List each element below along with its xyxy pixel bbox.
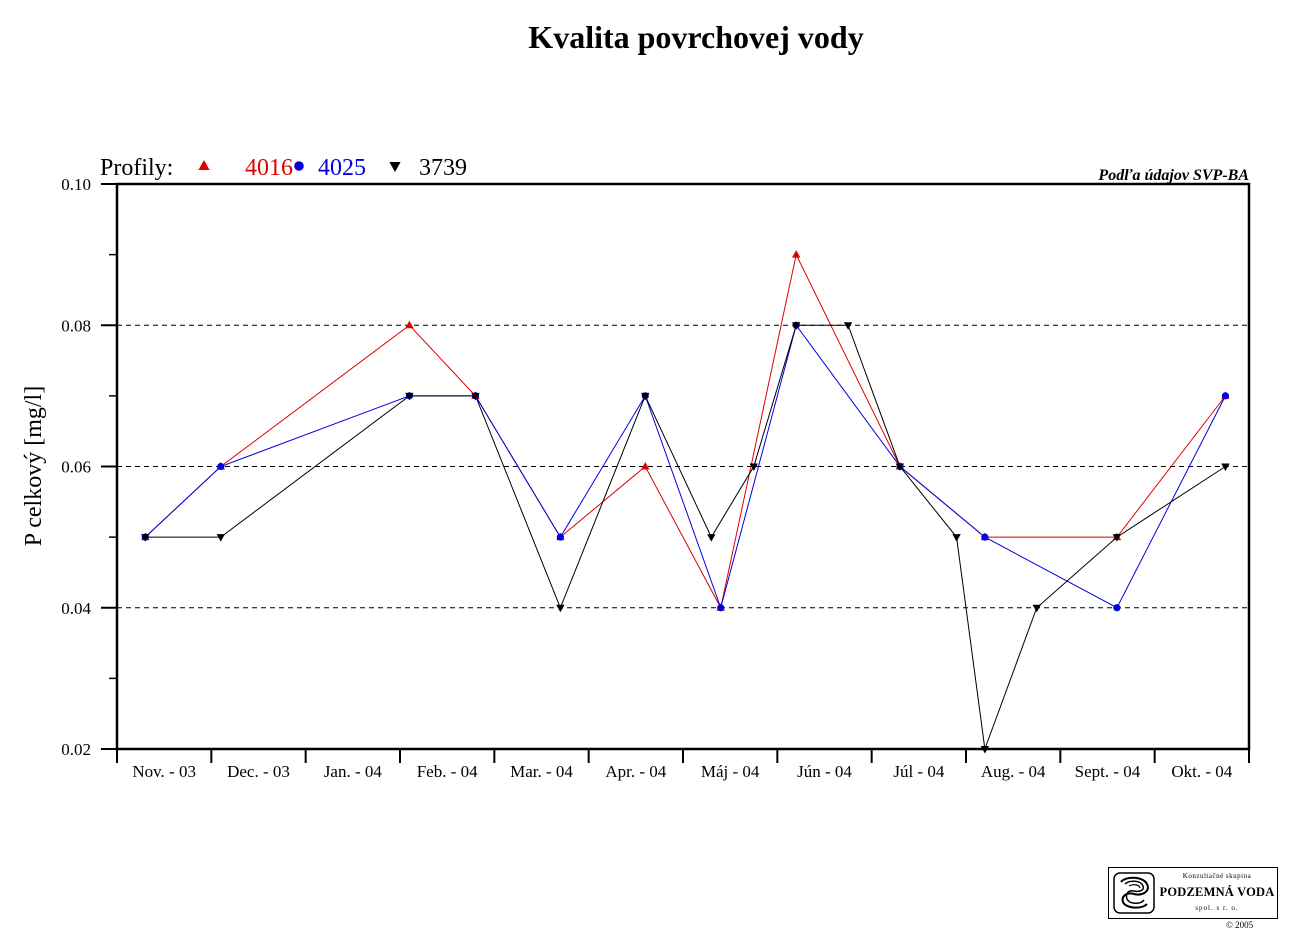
source-note: Podľa údajov SVP-BA (1097, 167, 1249, 184)
data-point (405, 392, 414, 401)
legend-marker-4016 (198, 160, 210, 170)
series-line-4025 (144, 324, 1226, 610)
logo-tagline: Konzultačné skupina (1182, 872, 1252, 880)
data-point (952, 534, 961, 542)
y-tick-label: 0.08 (61, 316, 91, 335)
data-point (556, 533, 564, 541)
data-point (556, 604, 565, 613)
x-tick-label: Okt. - 04 (1171, 762, 1232, 781)
grid-lines (117, 324, 1249, 609)
x-tick-label: Mar. - 04 (510, 762, 573, 781)
x-axis: Nov. - 03 Dec. - 03 Jan. - 04 Feb. - 04 Mar.… (116, 749, 1250, 781)
series-line-4016 (144, 253, 1226, 610)
data-point (707, 534, 716, 542)
data-point (1113, 604, 1121, 612)
data-point (216, 534, 225, 542)
data-point (1032, 604, 1041, 613)
series-layer (141, 250, 1230, 754)
logo-company-suffix: spol. s r. o. (1195, 904, 1239, 912)
copyright-note: © 2005 (1226, 920, 1254, 930)
data-point (641, 392, 650, 401)
logo-swirl-icon (1113, 872, 1155, 914)
y-tick-label: 0.10 (61, 175, 91, 194)
company-logo: Konzultačné skupina PODZEMNÁ VODA spol. … (1108, 867, 1278, 919)
data-point (141, 534, 150, 542)
x-tick-label: Aug. - 04 (981, 762, 1046, 781)
x-tick-label: Dec. - 03 (227, 762, 290, 781)
legend-marker-4025 (294, 161, 304, 171)
chart-title: Kvalita povrchovej vody (528, 19, 863, 55)
data-point (1112, 534, 1122, 542)
series-4016 (141, 250, 1230, 611)
series-line-3739 (145, 324, 1226, 750)
x-tick-label: Feb. - 04 (417, 762, 478, 781)
data-point (217, 462, 225, 471)
x-tick-label: Apr. - 04 (605, 762, 666, 781)
data-point (405, 320, 414, 329)
legend-marker-3739 (389, 162, 401, 172)
x-tick-label: Júl - 04 (893, 762, 945, 781)
data-point (1221, 463, 1230, 471)
data-point (981, 533, 989, 541)
data-point (792, 250, 801, 258)
data-point (641, 462, 650, 470)
y-tick-label: 0.04 (61, 599, 91, 618)
data-point (717, 604, 725, 612)
y-axis-label: P celkový [mg/l] (21, 386, 47, 546)
x-tick-label: Jún - 04 (797, 762, 852, 781)
x-tick-label: Máj - 04 (701, 762, 760, 781)
x-tick-label: Jan. - 04 (324, 762, 383, 781)
data-point (895, 463, 905, 471)
logo-company-name: PODZEMNÁ VODA (1159, 885, 1275, 899)
x-tick-label: Nov. - 03 (132, 762, 196, 781)
series-3739 (141, 322, 1230, 754)
data-point (471, 392, 480, 401)
data-point (980, 746, 990, 754)
legend-label-4016: 4016 (245, 155, 293, 181)
legend: Profily: 4016 4025 3739 (100, 155, 467, 181)
data-point (792, 322, 801, 330)
y-axis: 0.02 0.04 0.06 0.08 0.10 (61, 175, 117, 759)
plot-frame (115, 182, 1251, 751)
legend-label-3739: 3739 (419, 155, 467, 181)
legend-label-4025: 4025 (318, 155, 366, 181)
y-tick-label: 0.02 (61, 740, 91, 759)
y-tick-label: 0.06 (61, 458, 91, 477)
legend-title: Profily: (100, 155, 173, 181)
data-point (1221, 392, 1230, 400)
data-point (843, 322, 853, 330)
data-point (749, 463, 758, 471)
x-tick-label: Sept. - 04 (1075, 762, 1141, 781)
